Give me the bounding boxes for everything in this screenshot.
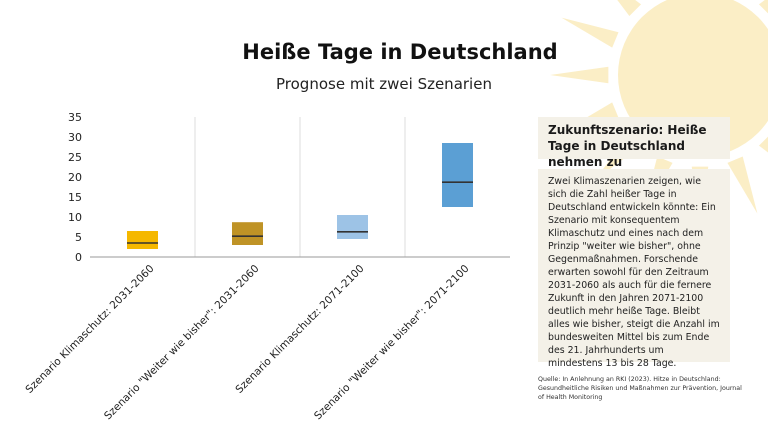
x-tick-label: Szenario Klimaschutz: 2071-2100 [233, 263, 366, 396]
box-2 [232, 222, 263, 245]
y-tick-label: 30 [68, 131, 82, 144]
info-box-title: Zukunftszenario: Heiße Tage in Deutschla… [538, 117, 730, 169]
y-tick-label: 0 [75, 251, 82, 264]
box-1 [127, 231, 158, 249]
box-4 [442, 143, 473, 207]
grid-lines [194, 117, 406, 257]
page-subtitle: Prognose mit zwei Szenarien [276, 75, 492, 93]
y-tick-label: 35 [68, 111, 82, 124]
boxes [127, 143, 473, 249]
info-box-body: Zwei Klimaszenarien zeigen, wie sich die… [538, 169, 730, 369]
box-3 [337, 215, 368, 239]
page-title: Heiße Tage in Deutschland [242, 40, 558, 64]
tick-labels: 0 5 10 15 20 25 30 35 Szenario Klimaschutz: 2031… [23, 111, 471, 422]
y-tick-label: 15 [68, 191, 82, 204]
source-note: Quelle: In Anlehnung an RKI (2023). Hitz… [538, 376, 742, 401]
x-tick-label: Szenario Klimaschutz: 2031-2060 [23, 263, 156, 396]
y-tick-label: 20 [68, 171, 82, 184]
y-tick-label: 25 [68, 151, 82, 164]
y-tick-label: 5 [75, 231, 82, 244]
y-tick-label: 10 [68, 211, 82, 224]
